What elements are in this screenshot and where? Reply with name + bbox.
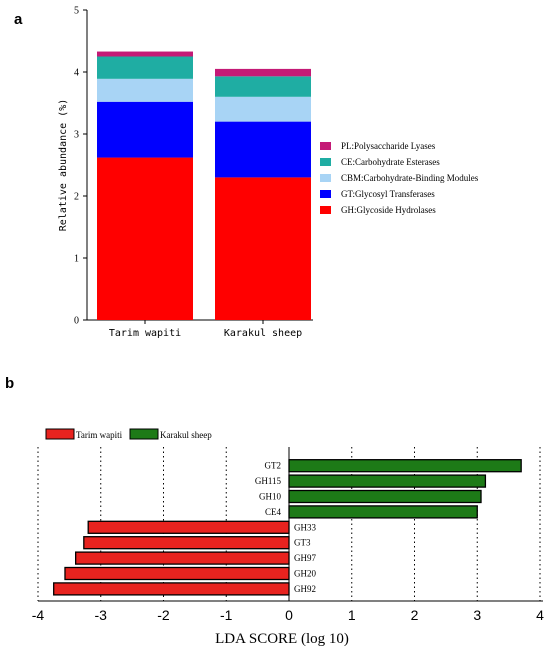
legend-swatch: [320, 142, 331, 150]
lda-legend-swatch: [129, 428, 159, 440]
lda-x-tick-label: 1: [348, 607, 356, 623]
stacked-bar-segment: [215, 68, 311, 77]
legend-swatch: [320, 206, 331, 214]
lda-bar: [53, 582, 290, 596]
stacked-bar-segment: [97, 56, 193, 79]
legend-entry: CBM:Carbohydrate-Binding Modules: [341, 173, 479, 183]
panel-b-lda-chart: Tarim wapiti Karakul sheep -4 -3 -2 -1 0 1 2 3 4 …: [32, 428, 544, 647]
stacked-bar-segment: [215, 76, 311, 97]
lda-bar: [288, 474, 487, 488]
lda-feature-label: GT3: [294, 538, 311, 548]
lda-feature-label: GT2: [265, 461, 282, 471]
stacked-bar-segment: [97, 157, 193, 320]
legend-entry: CE:Carbohydrate Esterases: [341, 157, 440, 167]
lda-x-tick-label: -3: [95, 607, 108, 623]
panel-a-y-tick-label: 4: [74, 68, 79, 79]
lda-x-tick-label: 0: [285, 607, 293, 623]
panel-label-a: a: [14, 11, 23, 28]
stacked-bar-segment: [215, 177, 311, 320]
lda-bar: [87, 520, 290, 534]
lda-bar: [288, 459, 522, 473]
legend-entry: GH:Glycoside Hydrolases: [341, 205, 436, 215]
panel-a-y-tick-label: 0: [74, 316, 79, 327]
lda-feature-label: GH97: [294, 553, 316, 563]
panel-a-y-tick-label: 1: [74, 254, 79, 265]
panel-a-y-tick-label: 3: [74, 130, 79, 141]
lda-feature-label: GH10: [259, 492, 281, 502]
panel-a-y-tick-label: 5: [74, 6, 79, 17]
stacked-bar-segment: [215, 121, 311, 178]
lda-feature-label: CE4: [265, 507, 282, 517]
lda-legend-swatch: [45, 428, 75, 440]
legend-entry: GT:Glycosyl Transferases: [341, 189, 435, 199]
lda-bar: [64, 566, 290, 581]
panel-a-category-label: Karakul sheep: [224, 328, 302, 339]
lda-feature-label: GH20: [294, 569, 316, 579]
lda-legend-entry: Tarim wapiti: [76, 430, 123, 440]
legend-entry: PL:Polysaccharide Lyases: [341, 141, 436, 151]
lda-x-tick-label: -4: [32, 607, 45, 623]
panel-b-x-axis-label: LDA SCORE (log 10): [215, 631, 349, 647]
lda-x-tick-label: 3: [473, 607, 481, 623]
lda-bar: [288, 505, 478, 519]
legend-swatch: [320, 174, 331, 182]
lda-bar: [83, 536, 290, 550]
stacked-bar-segment: [97, 78, 193, 102]
lda-x-tick-label: 4: [536, 607, 544, 623]
lda-feature-label: GH92: [294, 584, 316, 594]
panel-a-category-label: Tarim wapiti: [109, 328, 181, 339]
panel-a-stacked-bar-chart: Relative abundance (%) 0 1 2 3 4 5 Tarim wapi…: [58, 6, 479, 340]
legend-swatch: [320, 190, 331, 198]
lda-feature-label: GH33: [294, 522, 316, 532]
panel-a-y-tick-label: 2: [74, 192, 79, 203]
legend-swatch: [320, 158, 331, 166]
lda-feature-label: GH115: [255, 476, 282, 486]
stacked-bar-segment: [97, 51, 193, 57]
lda-x-tick-label: -2: [157, 607, 170, 623]
lda-bar: [288, 489, 482, 504]
stacked-bar-segment: [97, 101, 193, 158]
lda-legend-entry: Karakul sheep: [160, 430, 212, 440]
panel-a-y-axis-label: Relative abundance (%): [58, 99, 69, 231]
lda-x-tick-label: 2: [411, 607, 419, 623]
panel-label-b: b: [5, 375, 14, 392]
stacked-bar-segment: [215, 96, 311, 122]
lda-x-tick-label: -1: [220, 607, 233, 623]
lda-bar: [75, 551, 290, 565]
